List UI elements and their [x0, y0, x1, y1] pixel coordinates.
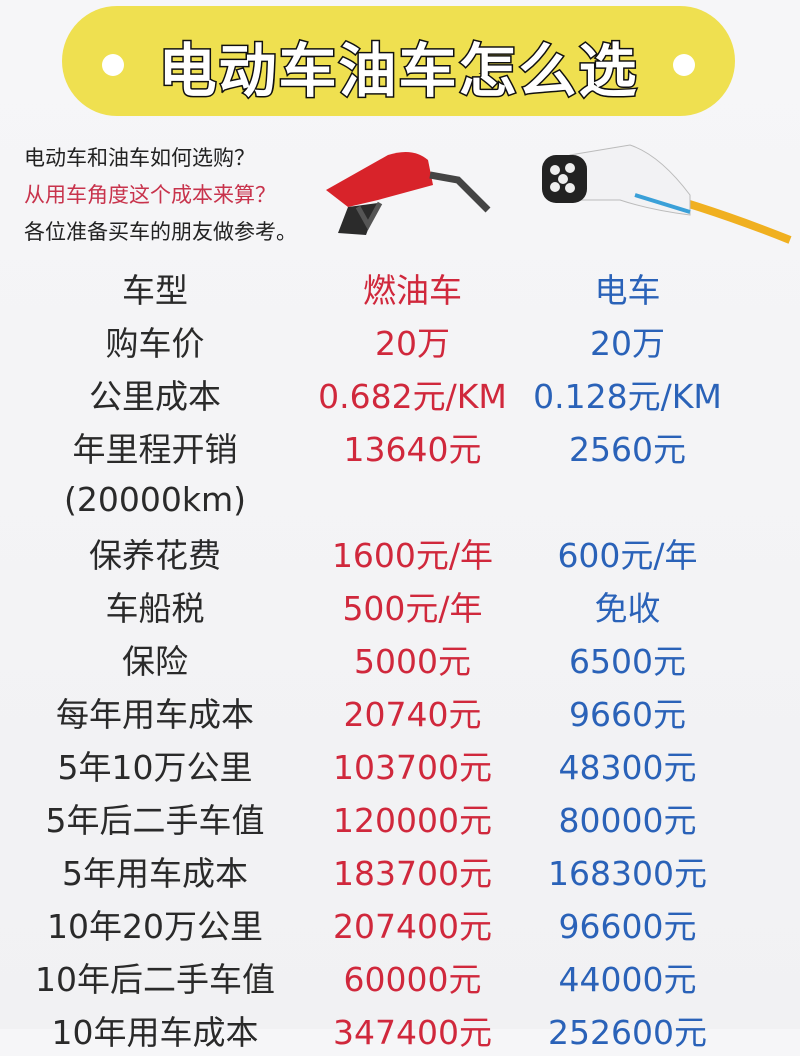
header-label: 车型: [122, 270, 188, 310]
oil-value: 20万: [375, 323, 450, 363]
ev-value: 44000元: [558, 959, 697, 999]
intro-line: 各位准备买车的朋友做参考。: [24, 220, 297, 244]
table-row: 车船税 500元/年 免收: [0, 579, 800, 632]
ev-value: 6500元: [569, 641, 686, 681]
ev-value: 免收: [594, 588, 661, 628]
row-label: 车船税: [105, 588, 205, 628]
table-row: 5年用车成本 183700元 168300元: [0, 844, 800, 897]
row-label: 10年后二手车值: [35, 959, 275, 999]
row-label: 5年10万公里: [57, 747, 253, 787]
table-row: 保养花费 1600元/年 600元/年: [0, 526, 800, 579]
row-label: 10年用车成本: [51, 1012, 259, 1052]
row-label: 购车价: [105, 323, 205, 363]
oil-value: 347400元: [333, 1012, 492, 1052]
banner-dot: [102, 54, 124, 76]
intro-line: 从用车角度这个成本来算？: [24, 183, 276, 207]
oil-value: 1600元/年: [331, 535, 494, 575]
row-label: 公里成本: [89, 376, 221, 416]
oil-value: 60000元: [343, 959, 482, 999]
ev-value: 48300元: [558, 747, 697, 787]
oil-value: 207400元: [333, 906, 492, 946]
table-row: 每年用车成本 20740元 9660元: [0, 685, 800, 738]
ev-value: 0.128元/KM: [533, 376, 722, 416]
ev-value: 168300元: [548, 853, 707, 893]
row-label: 5年后二手车值: [45, 800, 265, 840]
ev-value: 80000元: [558, 800, 697, 840]
table-row: (20000km): [0, 473, 800, 526]
table-row: 公里成本 0.682元/KM 0.128元/KM: [0, 367, 800, 420]
oil-value: 120000元: [333, 800, 492, 840]
ev-value: 252600元: [548, 1012, 707, 1052]
ev-value: 96600元: [558, 906, 697, 946]
table-row: 5年10万公里 103700元 48300元: [0, 738, 800, 791]
table-row: 保险 5000元 6500元: [0, 632, 800, 685]
ev-value: 600元/年: [557, 535, 698, 575]
table-row: 10年后二手车值 60000元 44000元: [0, 950, 800, 1003]
page-title: 电动车油车怎么选: [157, 36, 639, 107]
row-label: 年里程开销: [72, 429, 238, 469]
fuel-nozzle-icon: [326, 151, 491, 235]
table-row: 年里程开销 13640元 2560元: [0, 420, 800, 473]
oil-value: 103700元: [333, 747, 492, 787]
ev-value: 9660元: [569, 694, 686, 734]
title-banner: 电动车油车怎么选: [62, 6, 735, 116]
table-header: 车型 燃油车 电车: [0, 261, 800, 314]
row-label: (20000km): [64, 480, 246, 519]
banner-dot: [673, 54, 695, 76]
oil-value: 5000元: [354, 641, 471, 681]
row-label: 10年20万公里: [47, 906, 263, 946]
table-row: 购车价 20万 20万: [0, 314, 800, 367]
oil-value: 500元/年: [342, 588, 483, 628]
header-ev: 电车: [594, 270, 661, 310]
table-row: 10年20万公里 207400元 96600元: [0, 897, 800, 950]
table-row: 5年后二手车值 120000元 80000元: [0, 791, 800, 844]
ev-value: 20万: [590, 323, 665, 363]
intro-text: 电动车和油车如何选购？ 从用车角度这个成本来算？ 各位准备买车的朋友做参考。: [24, 140, 297, 251]
row-label: 每年用车成本: [56, 694, 254, 734]
oil-value: 13640元: [343, 429, 482, 469]
ev-value: 2560元: [569, 429, 686, 469]
ev-charger-icon: [542, 144, 792, 244]
oil-value: 20740元: [343, 694, 482, 734]
row-label: 保险: [122, 641, 188, 681]
oil-value: 0.682元/KM: [318, 376, 507, 416]
header-oil: 燃油车: [363, 270, 462, 310]
table-row: 10年用车成本 347400元 252600元: [0, 1003, 800, 1056]
row-label: 5年用车成本: [62, 853, 248, 893]
oil-value: 183700元: [333, 853, 492, 893]
cost-comparison-table: 车型 燃油车 电车 购车价 20万 20万公里成本 0.682元/KM 0.128元/K…: [0, 261, 800, 1056]
intro-line: 电动车和油车如何选购？: [24, 146, 255, 170]
row-label: 保养花费: [89, 535, 221, 575]
